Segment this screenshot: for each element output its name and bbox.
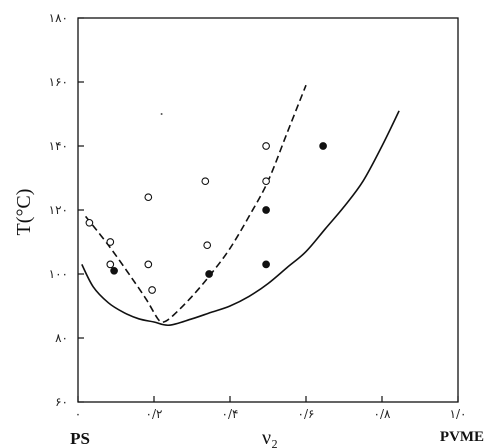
y-tick-label: ۱۸۰ <box>49 11 68 25</box>
open-data-point <box>106 260 115 269</box>
open-data-point <box>144 260 153 269</box>
data-points <box>85 113 327 294</box>
y-tick-label: ۱۴۰ <box>49 139 68 153</box>
y-tick-label: ۱۲۰ <box>49 203 68 217</box>
y-tick-label: ۸۰ <box>55 331 68 345</box>
open-data-point <box>262 142 270 150</box>
x-tick-label: ۱/۰ <box>450 407 467 421</box>
dashed-boundary-curve <box>84 84 307 324</box>
x-tick-label: ۰/۶ <box>298 407 315 421</box>
x-axis-right-end-label: PVME <box>440 429 484 445</box>
y-tick-label: ۶۰ <box>55 395 68 409</box>
open-data-point <box>203 241 212 250</box>
y-axis-ticks: ۶۰ ۸۰ ۱۰۰ ۱۲۰ ۱۴۰ ۱۶۰ ۱۸۰ <box>49 11 84 409</box>
open-data-point <box>201 177 210 186</box>
x-tick-label: ۰/۴ <box>222 407 239 421</box>
x-axis-ticks: ۰ ۰/۲ ۰/۴ ۰/۶ ۰/۸ ۱/۰ <box>75 396 467 421</box>
y-axis-title: T(°C) <box>13 189 35 236</box>
open-data-point <box>262 177 270 186</box>
filled-data-point <box>110 266 118 275</box>
open-data-point <box>106 238 115 246</box>
x-tick-label: ۰ <box>75 407 81 421</box>
y-tick-label: ۱۰۰ <box>49 267 68 281</box>
filled-data-point <box>262 206 270 214</box>
stray-dot <box>160 113 163 115</box>
open-data-point <box>148 286 156 294</box>
boundary-curves <box>81 84 400 327</box>
solid-boundary-curve <box>81 110 400 327</box>
open-data-point <box>85 218 94 227</box>
filled-data-point <box>205 270 213 278</box>
filled-data-point <box>319 142 327 150</box>
x-axis-title: ν₂ <box>262 427 278 448</box>
x-tick-label: ۰/۸ <box>374 407 391 421</box>
filled-data-point <box>262 260 270 269</box>
x-axis-left-end-label: PS <box>70 429 90 448</box>
open-data-point <box>144 193 153 202</box>
y-tick-label: ۱۶۰ <box>49 75 68 89</box>
x-tick-label: ۰/۲ <box>146 407 163 421</box>
